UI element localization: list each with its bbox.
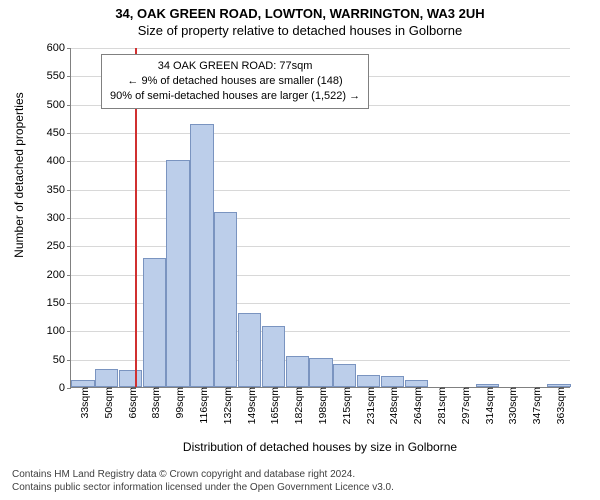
y-tick-label: 250 (47, 240, 71, 252)
x-tick-label: 50sqm (99, 387, 115, 419)
histogram-bar (262, 326, 285, 387)
gridline (71, 48, 570, 49)
y-tick-label: 150 (47, 297, 71, 309)
y-axis-label: Number of detached properties (12, 92, 26, 257)
x-tick-label: 363sqm (551, 387, 567, 424)
histogram-bar (333, 364, 356, 387)
histogram-bar (309, 358, 332, 387)
y-tick-label: 400 (47, 155, 71, 167)
y-tick-label: 0 (59, 382, 71, 394)
x-tick-label: 330sqm (503, 387, 519, 424)
gridline (71, 190, 570, 191)
x-tick-label: 83sqm (146, 387, 162, 419)
info-line-1: 34 OAK GREEN ROAD: 77sqm (110, 59, 360, 74)
x-tick-label: 231sqm (361, 387, 377, 424)
x-tick-label: 99sqm (170, 387, 186, 419)
info-line-2: ← 9% of detached houses are smaller (148… (110, 74, 360, 89)
histogram-bar (166, 160, 189, 387)
x-tick-label: 149sqm (242, 387, 258, 424)
chart-container: Number of detached properties 0501001502… (38, 48, 578, 418)
y-tick-label: 500 (47, 99, 71, 111)
footer-line-2: Contains public sector information licen… (12, 482, 588, 495)
x-tick-label: 297sqm (456, 387, 472, 424)
x-tick-label: 132sqm (218, 387, 234, 424)
y-tick-label: 50 (53, 354, 71, 366)
y-tick-label: 450 (47, 127, 71, 139)
histogram-bar (95, 369, 118, 387)
histogram-bar (357, 375, 380, 387)
title-sub: Size of property relative to detached ho… (0, 23, 600, 38)
y-tick-label: 100 (47, 325, 71, 337)
chart-title-block: 34, OAK GREEN ROAD, LOWTON, WARRINGTON, … (0, 0, 600, 38)
y-tick-label: 200 (47, 269, 71, 281)
x-tick-label: 116sqm (194, 387, 210, 424)
x-tick-label: 198sqm (313, 387, 329, 424)
gridline (71, 133, 570, 134)
histogram-bar (405, 380, 428, 387)
y-tick-label: 350 (47, 184, 71, 196)
footer: Contains HM Land Registry data © Crown c… (12, 469, 588, 494)
y-tick-label: 600 (47, 42, 71, 54)
x-tick-label: 347sqm (527, 387, 543, 424)
y-tick-label: 300 (47, 212, 71, 224)
x-tick-label: 281sqm (432, 387, 448, 424)
histogram-bar (238, 313, 261, 387)
gridline (71, 246, 570, 247)
histogram-bar (286, 356, 309, 387)
title-main: 34, OAK GREEN ROAD, LOWTON, WARRINGTON, … (0, 6, 600, 21)
x-tick-label: 66sqm (123, 387, 139, 419)
x-tick-label: 165sqm (265, 387, 281, 424)
x-tick-label: 264sqm (408, 387, 424, 424)
gridline (71, 161, 570, 162)
x-tick-label: 33sqm (75, 387, 91, 419)
x-tick-label: 215sqm (337, 387, 353, 424)
x-tick-label: 248sqm (384, 387, 400, 424)
info-box: 34 OAK GREEN ROAD: 77sqm ← 9% of detache… (101, 54, 369, 109)
x-tick-label: 182sqm (289, 387, 305, 424)
x-tick-label: 314sqm (480, 387, 496, 424)
plot-area: 05010015020025030035040045050055060033sq… (70, 48, 570, 388)
histogram-bar (214, 212, 237, 387)
histogram-bar (119, 370, 142, 387)
info-line-3: 90% of semi-detached houses are larger (… (110, 89, 360, 104)
histogram-bar (381, 376, 404, 387)
histogram-bar (143, 258, 166, 387)
footer-line-1: Contains HM Land Registry data © Crown c… (12, 469, 588, 482)
histogram-bar (190, 124, 213, 388)
gridline (71, 218, 570, 219)
y-tick-label: 550 (47, 70, 71, 82)
